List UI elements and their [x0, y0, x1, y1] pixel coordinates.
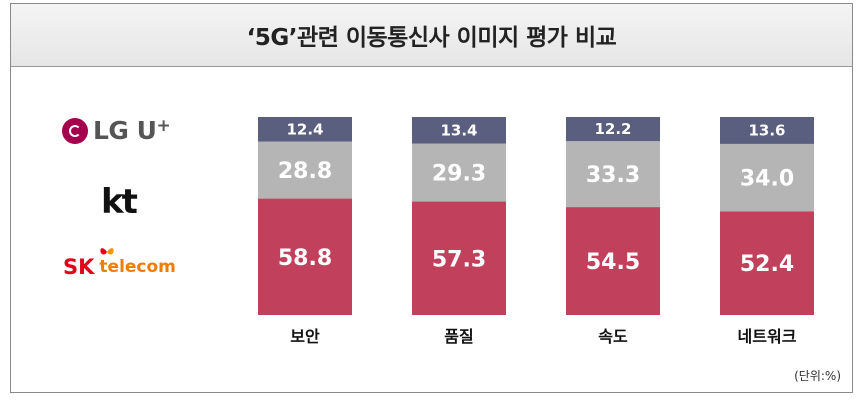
unit-label: (단위:%) [794, 369, 841, 383]
lg-uplus-logo: LG U+ [62, 116, 171, 145]
category-label: 네트워크 [738, 327, 797, 346]
sk-logo-subtext: telecom [99, 257, 176, 277]
data-label: 29.3 [432, 162, 486, 187]
data-label: 12.2 [594, 120, 631, 138]
data-label: 58.8 [278, 246, 332, 271]
title-bar: ‘5G’관련 이동통신사 이미지 평가 비교 [11, 4, 852, 67]
lg-segment [258, 117, 352, 142]
kt-segment [720, 143, 814, 212]
category-label: 품질 [444, 327, 473, 346]
sk-segment [566, 207, 660, 315]
sk-segment [720, 211, 814, 315]
sk-telecom-logo: SK telecom [63, 248, 176, 279]
lg-segment [412, 117, 506, 144]
data-label: 12.4 [286, 120, 323, 138]
lg-logo-text: LG U [93, 116, 157, 145]
data-label: 34.0 [740, 167, 794, 192]
data-label: 57.3 [432, 247, 486, 272]
data-label: 52.4 [740, 252, 794, 277]
category-label: 보안 [290, 327, 320, 346]
data-label: 28.8 [278, 159, 332, 184]
sk-segment [412, 201, 506, 315]
lg-segment [566, 117, 660, 142]
lg-segment [720, 117, 814, 144]
sk-segment [258, 198, 352, 315]
data-label: 13.6 [748, 121, 785, 139]
lg-logo-plus: + [156, 116, 171, 136]
sk-butterfly-icon [100, 248, 114, 255]
chart-title: ‘5G’관련 이동통신사 이미지 평가 비교 [246, 25, 617, 51]
data-label: 54.5 [586, 250, 640, 275]
chart-frame: ‘5G’관련 이동통신사 이미지 평가 비교 [10, 3, 853, 393]
sk-logo-text: SK [63, 255, 95, 279]
kt-logo-text: kt [101, 182, 138, 222]
kt-segment [566, 141, 660, 208]
kt-segment [412, 143, 506, 202]
kt-logo: kt [101, 182, 138, 222]
kt-segment [258, 141, 352, 199]
category-label: 속도 [598, 327, 628, 346]
data-label: 33.3 [586, 163, 640, 188]
lg-face-icon [62, 117, 88, 144]
data-label: 13.4 [440, 121, 477, 139]
